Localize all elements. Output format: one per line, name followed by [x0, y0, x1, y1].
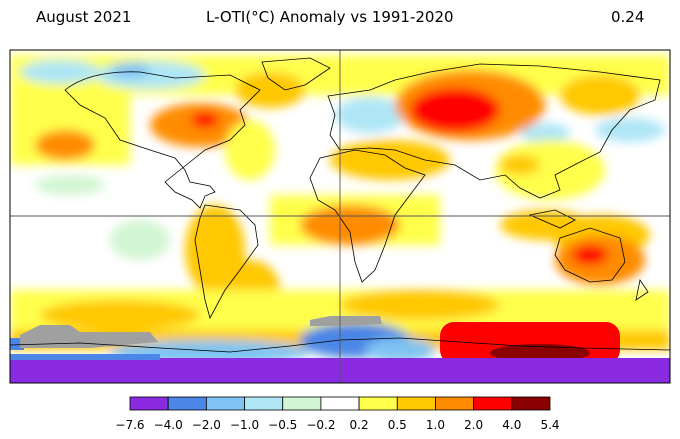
- colorbar-swatch: [205, 396, 245, 411]
- colorbar-swatch: [435, 396, 475, 411]
- map-date: August 2021: [36, 8, 132, 26]
- colorbar-tick-label: −0.2: [306, 418, 335, 432]
- colorbar-tick-label: 1.0: [426, 418, 445, 432]
- colorbar-swatch: [396, 396, 436, 411]
- colorbar-tick-label: −0.5: [268, 418, 297, 432]
- colorbar-tick-label: 2.0: [464, 418, 483, 432]
- colorbar-tick-label: −1.0: [230, 418, 259, 432]
- colorbar-swatch: [282, 396, 322, 411]
- colorbar-tick-label: 5.4: [540, 418, 559, 432]
- colorbar-swatch: [320, 396, 360, 411]
- colorbar-tick-label: 4.0: [502, 418, 521, 432]
- colorbar-tick-label: 0.2: [350, 418, 369, 432]
- map-title: L-OTI(°C) Anomaly vs 1991-2020: [206, 8, 454, 26]
- map-frame: [9, 49, 671, 384]
- colorbar-tick-label: −7.6: [115, 418, 144, 432]
- colorbar: −7.6 −4.0 −2.0 −1.0 −0.5 −0.2 0.2 0.5 1.0 2.0 4.0 5…: [115, 396, 560, 432]
- colorbar-swatch: [511, 396, 551, 411]
- colorbar-swatch: [129, 396, 169, 411]
- colorbar-tick-label: 0.5: [388, 418, 407, 432]
- anomaly-field: [10, 50, 670, 383]
- global-mean-anomaly: 0.24: [611, 8, 645, 26]
- colorbar-swatch: [473, 396, 513, 411]
- colorbar-swatch: [358, 396, 398, 411]
- colorbar-swatch: [244, 396, 284, 411]
- colorbar-tick-label: −2.0: [192, 418, 221, 432]
- colorbar-tick-label: −4.0: [154, 418, 183, 432]
- colorbar-swatch: [167, 396, 207, 411]
